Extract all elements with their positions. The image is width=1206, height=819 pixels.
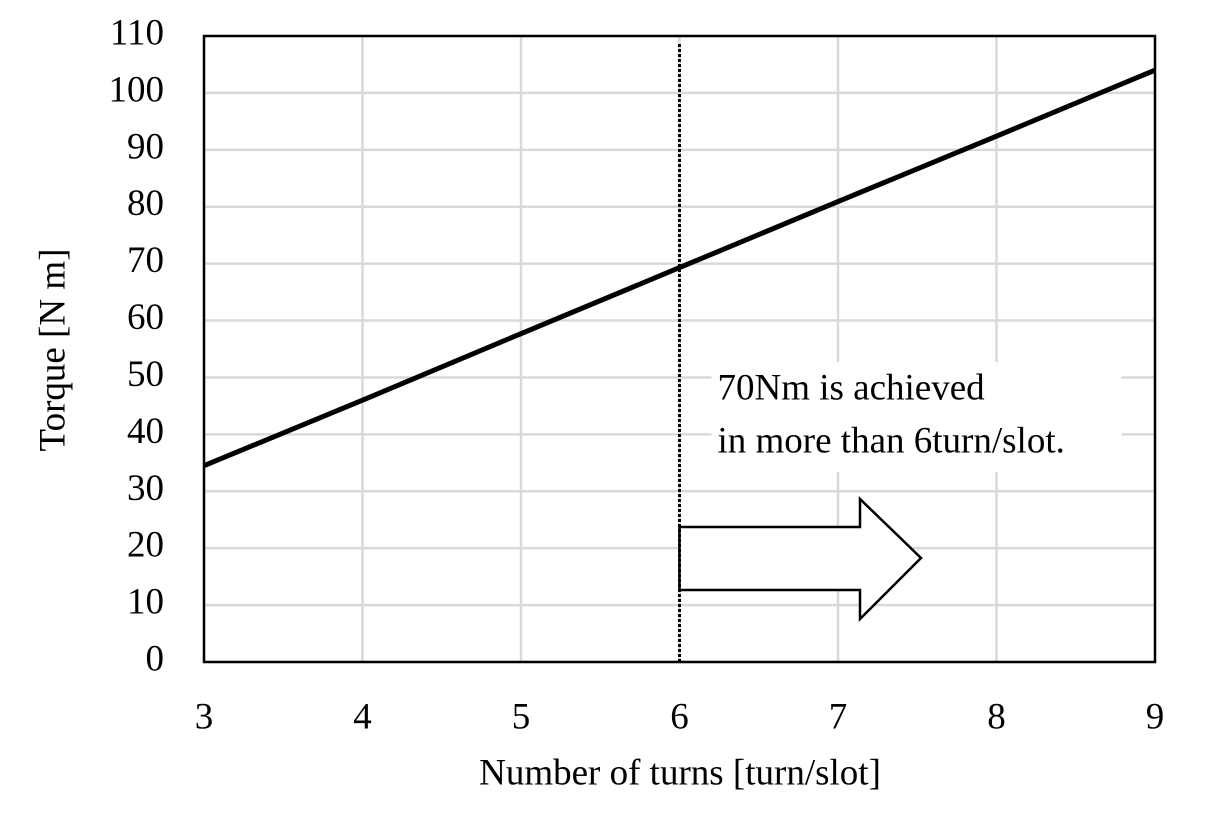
x-tick-label: 8 <box>987 696 1006 737</box>
y-tick-label: 20 <box>127 525 164 566</box>
y-tick-label: 90 <box>127 126 164 167</box>
y-tick-label: 110 <box>110 12 164 53</box>
x-tick-label: 3 <box>195 696 214 737</box>
annotation: in more than 6turn/slot. <box>718 420 1065 461</box>
y-tick-label: 70 <box>127 240 164 281</box>
x-tick-label: 6 <box>670 696 689 737</box>
annotation: 70Nm is achieved <box>718 367 986 408</box>
y-tick-label: 40 <box>127 411 164 452</box>
y-tick-label: 60 <box>127 297 164 338</box>
y-tick-label: 10 <box>127 582 164 623</box>
arrow <box>678 496 923 623</box>
x-tick-label: 9 <box>1146 696 1165 737</box>
y-tick-label: 80 <box>127 183 164 224</box>
y-tick-label: 0 <box>146 638 165 679</box>
y-tick-label: 100 <box>109 69 165 110</box>
data-line <box>203 67 1156 468</box>
x-tick-label: 4 <box>353 696 372 737</box>
y-tick-label: 30 <box>127 468 164 509</box>
plot-frame <box>202 34 1157 664</box>
annotation-background <box>711 362 1122 472</box>
y-axis-label: Torque [N m] <box>32 249 73 452</box>
x-axis-label: Number of turns [turn/slot] <box>479 752 881 793</box>
x-tick-label: 5 <box>512 696 531 737</box>
x-tick-label: 7 <box>829 696 848 737</box>
y-tick-label: 50 <box>127 354 164 395</box>
